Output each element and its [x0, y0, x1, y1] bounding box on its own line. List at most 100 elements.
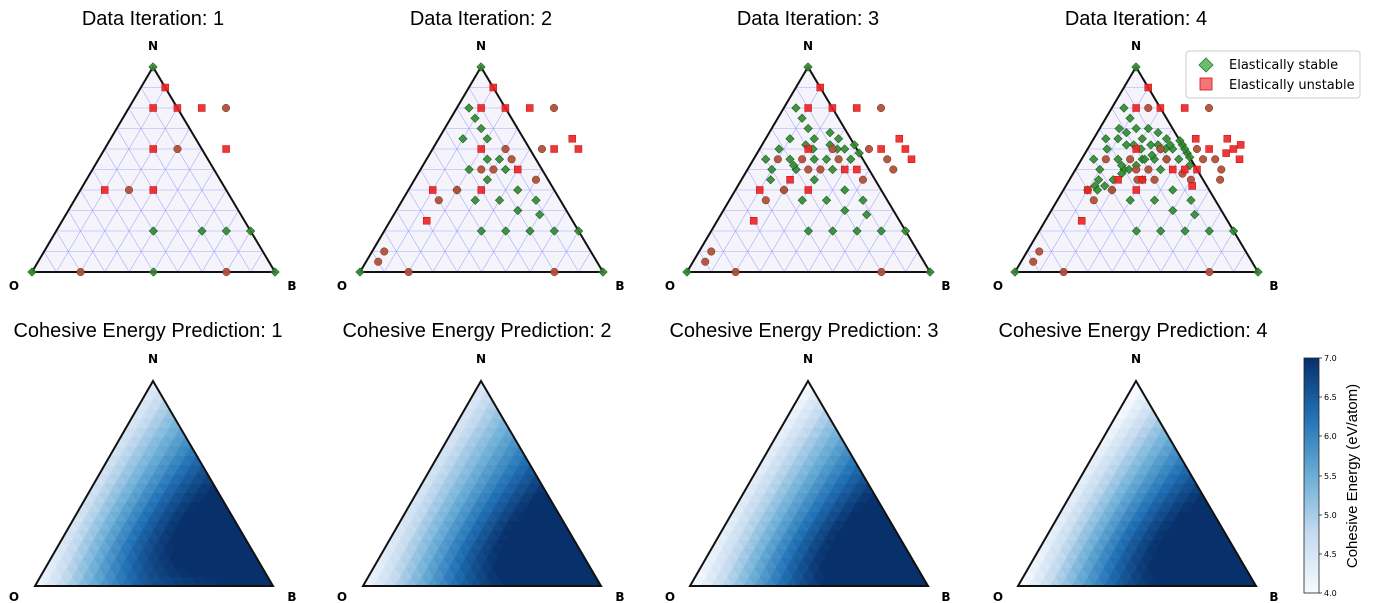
stable-point — [828, 226, 838, 236]
stable-point — [476, 226, 487, 236]
stable-point — [858, 195, 868, 205]
stable-point — [925, 267, 935, 277]
grid-line — [68, 210, 106, 273]
ternary-outline — [1016, 379, 1258, 587]
stable-point — [1168, 205, 1178, 216]
data-panel-1: Data Iteration: 1 N O B — [9, 8, 297, 293]
grid-line — [43, 251, 57, 273]
overlap-point — [434, 196, 443, 205]
stable-point — [840, 144, 850, 154]
unstable-point — [1191, 135, 1200, 143]
stable-point — [494, 195, 505, 205]
data-points — [355, 62, 608, 277]
unstable-point — [877, 145, 885, 153]
colorbar-tick-label: 6.5 — [1324, 393, 1337, 402]
stable-point — [221, 226, 231, 236]
grid-line — [1184, 210, 1222, 273]
grid-line — [529, 210, 567, 273]
grid-line — [1038, 230, 1064, 273]
unstable-point — [422, 217, 431, 225]
overlap-point — [222, 267, 231, 277]
stable-point — [1161, 134, 1172, 144]
overlap-point — [380, 247, 389, 256]
ternary-outline — [33, 379, 275, 587]
colorbar-gradient — [1303, 357, 1320, 594]
colorbar-tick-label: 6.0 — [1324, 432, 1337, 441]
stable-point — [513, 185, 523, 195]
unstable-point — [1083, 186, 1092, 194]
unstable-point — [1132, 145, 1140, 153]
ternary-outline — [361, 379, 603, 587]
unstable-point — [568, 135, 577, 143]
legend: Elastically stable Elastically unstable — [1185, 50, 1361, 99]
unstable-point — [1205, 145, 1213, 153]
stable-point — [1093, 175, 1104, 185]
overlap-point — [804, 165, 813, 174]
stable-point — [1146, 140, 1156, 150]
overlap-point — [1144, 103, 1153, 113]
grid-line — [1063, 189, 1113, 273]
overlap-point — [1029, 257, 1038, 266]
stable-point — [1143, 123, 1153, 134]
overlap-point — [1204, 103, 1214, 113]
stable-point — [809, 154, 819, 164]
heatmap-cells — [362, 380, 602, 587]
vertex-label-right: B — [287, 590, 296, 603]
stable-point — [765, 175, 776, 185]
grid-line — [881, 230, 906, 273]
stable-point — [1165, 140, 1175, 150]
stable-point — [513, 205, 523, 216]
overlap-point — [858, 175, 868, 184]
panel-title: Cohesive Energy Prediction: 3 — [669, 320, 938, 342]
stable-point — [821, 154, 832, 164]
stable-point — [1125, 113, 1135, 123]
colorbar: 4.0 4.5 5.0 5.5 6.0 6.5 7.0 Cohesive Ene… — [1303, 354, 1361, 598]
unstable-point — [1132, 186, 1141, 194]
stable-point — [846, 154, 856, 164]
stable-point — [470, 113, 480, 123]
legend-frame — [1185, 50, 1361, 99]
unstable-point — [513, 165, 522, 174]
stable-point — [1156, 226, 1166, 236]
panel-title: Cohesive Energy Prediction: 2 — [342, 320, 611, 342]
stable-point — [1174, 154, 1184, 164]
vertex-label-right: B — [1269, 279, 1278, 293]
overlap-point — [1126, 155, 1135, 164]
stable-point — [900, 226, 911, 236]
ternary-grid — [32, 67, 275, 273]
overlap-point — [173, 144, 182, 154]
colorbar-tick-label: 4.0 — [1324, 589, 1337, 598]
stable-point — [825, 127, 835, 138]
grid-line — [856, 210, 894, 273]
stable-point — [797, 195, 807, 205]
unstable-point — [1144, 83, 1152, 92]
vertex-label-right: B — [1269, 590, 1278, 603]
grid-line — [55, 230, 81, 273]
unstable-point — [852, 104, 861, 112]
stable-point — [148, 267, 159, 277]
overlap-point — [883, 155, 892, 164]
stable-point — [876, 226, 886, 236]
colorbar-ticks — [1319, 357, 1322, 594]
vertex-label-top: N — [1131, 39, 1141, 53]
unstable-point — [222, 145, 230, 153]
stable-point — [1186, 195, 1196, 205]
stable-point — [803, 226, 814, 236]
grid-line — [444, 128, 531, 273]
unstable-point — [161, 83, 169, 92]
overlap-point — [1199, 155, 1208, 164]
stable-point — [767, 164, 777, 175]
overlap-point — [876, 103, 886, 113]
overlap-point — [707, 247, 716, 256]
data-points — [682, 62, 935, 277]
panel-title: Cohesive Energy Prediction: 4 — [998, 320, 1267, 342]
grid-line — [153, 169, 215, 273]
unstable-point — [804, 145, 812, 153]
heatmap-cells — [689, 380, 929, 587]
stable-point — [1095, 164, 1105, 175]
stable-point — [598, 267, 608, 277]
overlap-point — [452, 185, 462, 195]
grid-line — [383, 230, 409, 273]
unstable-point — [1114, 176, 1122, 184]
grid-line — [140, 87, 251, 273]
